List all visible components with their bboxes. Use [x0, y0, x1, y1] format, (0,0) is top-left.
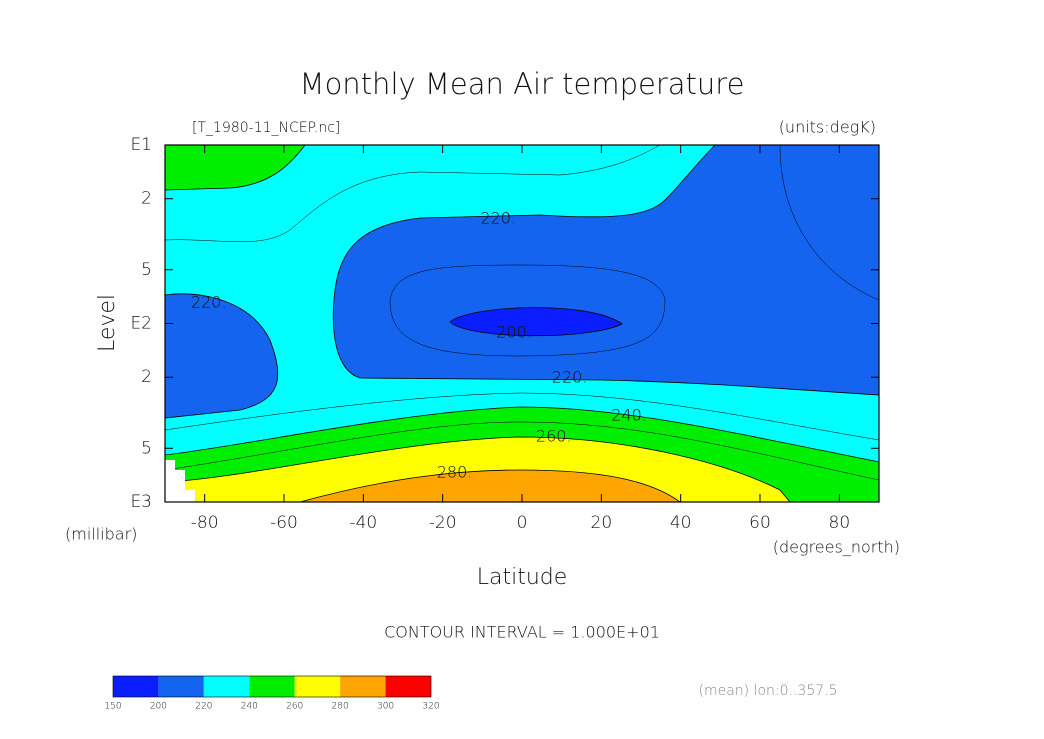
contour-label: 260.: [536, 426, 572, 445]
units-note: (units:degK): [779, 118, 876, 137]
colorbar-box: [113, 676, 159, 697]
contour-label: 240.: [611, 406, 647, 425]
contour-label: 200.: [496, 322, 532, 341]
colorbar-box: [249, 676, 295, 697]
colorbar-label: 150: [104, 702, 121, 712]
missing-data: [165, 460, 195, 502]
y-tick-label: E1: [130, 135, 152, 155]
contour-band: [164, 293, 279, 419]
x-tick-label: 20: [591, 513, 613, 533]
y-units: (millibar): [65, 525, 137, 544]
contour-band: [449, 307, 623, 337]
contour-label: 220.: [480, 209, 516, 228]
contour-band: [164, 144, 306, 191]
contour-line: [779, 144, 880, 301]
x-tick-label: 0: [517, 513, 528, 533]
y-tick-label: 2: [141, 367, 152, 387]
contour-band: [299, 469, 682, 503]
y-axis-label: Level: [95, 294, 120, 352]
colorbar-label: 300: [377, 702, 394, 712]
contour-interval: CONTOUR INTERVAL = 1.000E+01: [384, 623, 660, 642]
colorbar-box: [385, 676, 431, 697]
x-tick-label: 60: [749, 513, 771, 533]
colorbar-label: 320: [422, 702, 439, 712]
contour-line: [164, 144, 661, 242]
contour-label: 220.: [191, 293, 227, 312]
colorbar-label: 220: [195, 702, 212, 712]
x-tick-label: -20: [429, 513, 457, 533]
contour-label: 280.: [437, 463, 473, 482]
contour-line: [164, 392, 880, 441]
x-axis-label: Latitude: [477, 565, 568, 590]
y-tick-label: 5: [141, 260, 152, 280]
y-tick-label: 5: [141, 438, 152, 458]
colorbar-label: 240: [241, 702, 258, 712]
colorbar-box: [203, 676, 250, 697]
contour-label: 220.: [552, 368, 588, 387]
x-tick-label: -60: [270, 513, 298, 533]
colorbar-box: [158, 676, 204, 697]
colorbar-frame: [112, 675, 432, 698]
contour-band: [332, 144, 880, 396]
x-units: (degrees_north): [773, 538, 900, 557]
footnote: (mean) lon:0..357.5: [698, 683, 837, 699]
colorbar-label: 280: [332, 702, 349, 712]
colorbar-label: 200: [150, 702, 167, 712]
y-tick-label: E3: [130, 492, 152, 512]
contour-line: [389, 264, 666, 357]
y-tick-label: E2: [130, 314, 152, 334]
colorbar-box: [340, 676, 386, 697]
subtitle: [T_1980-11_NCEP.nc]: [192, 120, 340, 136]
x-tick-label: -80: [191, 513, 219, 533]
contour-line: [164, 421, 880, 481]
contour-field: [164, 144, 880, 503]
colorbar-label: 260: [286, 702, 303, 712]
y-tick-label: 2: [141, 189, 152, 209]
colorbar-box: [294, 676, 341, 697]
chart-title: Monthly Mean Air temperature: [300, 67, 745, 101]
x-tick-label: -40: [349, 513, 377, 533]
x-tick-label: 40: [670, 513, 692, 533]
x-tick-label: 80: [829, 513, 851, 533]
